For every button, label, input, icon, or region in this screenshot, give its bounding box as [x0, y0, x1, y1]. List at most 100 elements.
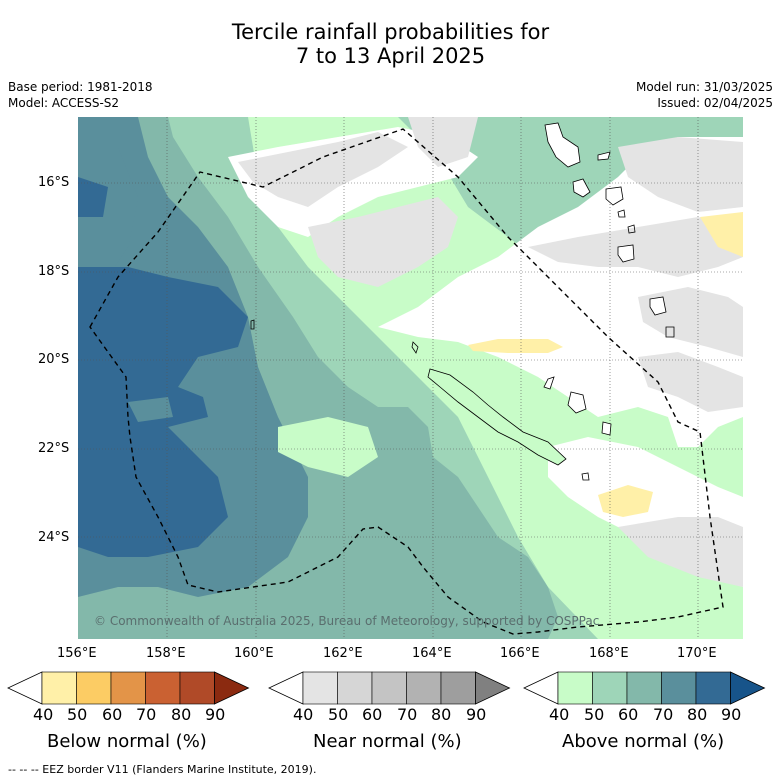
cb-above-tick-70: 70	[653, 705, 674, 724]
copyright-notice: © Commonwealth of Australia 2025, Bureau…	[94, 614, 600, 628]
cb-below-tick-50: 50	[67, 705, 88, 724]
vanuatu-ambae	[597, 151, 611, 161]
below-normal-patch-south	[598, 485, 653, 517]
cb-below-tick-70: 70	[136, 705, 157, 724]
cb-near-tick-90: 90	[466, 705, 487, 724]
title-line-2: 7 to 13 April 2025	[295, 44, 486, 68]
lon-label-166e: 166°E	[500, 646, 540, 661]
colorbar-segment	[76, 671, 112, 705]
model-run: Model run: 31/03/2025	[635, 80, 773, 94]
rainfall-map	[78, 117, 743, 639]
below-normal-patch-center	[468, 339, 563, 353]
title-line-1: Tercile rainfall probabilities for	[231, 20, 550, 44]
colorbar-segment	[440, 671, 476, 705]
map-gridlines	[78, 117, 743, 639]
cb-near-tick-70: 70	[397, 705, 418, 724]
lat-label-18s: 18°S	[38, 264, 70, 279]
lat-label-20s: 20°S	[38, 352, 70, 367]
cb-near-tick-80: 80	[431, 705, 452, 724]
cb-near-tick-60: 60	[362, 705, 383, 724]
loyalty-island-1	[543, 376, 555, 390]
issued-date: Issued: 02/04/2025	[657, 96, 773, 110]
colorbar-legends	[7, 671, 766, 705]
above-60-inner-west	[78, 127, 138, 287]
near-normal-patch-east	[528, 217, 743, 277]
near-normal-patch-center	[308, 197, 458, 287]
below-normal-patch-east	[700, 212, 743, 257]
near-normal-patch-mid-east	[638, 352, 743, 412]
base-period: Base period: 1981-2018	[8, 80, 153, 94]
new-caledonia-outline	[427, 368, 567, 466]
near-normal-patch-north	[238, 132, 408, 207]
lon-label-168e: 168°E	[589, 646, 629, 661]
colorbar-below-normal	[7, 671, 250, 705]
vanuatu-small-2	[627, 224, 636, 234]
lat-label-24s: 24°S	[38, 530, 70, 545]
lon-label-160e: 160°E	[234, 646, 274, 661]
colorbar-lower-extend	[268, 671, 304, 705]
belep-islands	[411, 341, 419, 354]
colorbar-segment	[337, 671, 373, 705]
lat-label-22s: 22°S	[38, 441, 70, 456]
colorbar-segment	[592, 671, 628, 705]
colorbar-segment	[406, 671, 442, 705]
cb-above-title: Above normal (%)	[562, 731, 725, 752]
colorbar-segment	[110, 671, 146, 705]
vanuatu-small-1	[617, 209, 626, 218]
colorbar-segment	[179, 671, 215, 705]
lon-label-164e: 164°E	[412, 646, 452, 661]
near-normal-patch-northeast	[618, 137, 743, 212]
near-normal-patch-se	[618, 517, 743, 587]
lon-label-162e: 162°E	[323, 646, 363, 661]
cb-near-tick-50: 50	[328, 705, 349, 724]
above-80-patch-top	[78, 177, 108, 217]
colorbar-near-normal	[268, 671, 511, 705]
cb-below-tick-60: 60	[102, 705, 123, 724]
isle-of-pines	[581, 472, 590, 481]
above-50-patch-mid	[278, 417, 378, 477]
colorbar-segment	[145, 671, 181, 705]
vanuatu-efate	[617, 244, 635, 263]
cb-near-title: Near normal (%)	[313, 731, 462, 752]
lat-label-16s: 16°S	[38, 175, 70, 190]
colorbar-upper-extend	[475, 671, 511, 705]
cb-below-tick-90: 90	[205, 705, 226, 724]
cb-above-tick-80: 80	[687, 705, 708, 724]
colorbar-above-normal	[523, 671, 766, 705]
eez-footer-note: -- -- -- EEZ border V11 (Flanders Marine…	[8, 763, 317, 776]
cb-below-tick-80: 80	[171, 705, 192, 724]
colorbar-lower-extend	[7, 671, 43, 705]
vanuatu-erromango	[649, 296, 667, 316]
cb-above-tick-50: 50	[584, 705, 605, 724]
vanuatu-espiritu-santo	[544, 122, 581, 168]
eez-border	[89, 128, 724, 635]
chesterfield-islands	[250, 319, 255, 330]
colorbar-segment	[626, 671, 662, 705]
colorbar-segment	[695, 671, 731, 705]
colorbar-segment	[557, 671, 593, 705]
cb-near-tick-40: 40	[293, 705, 314, 724]
lon-label-156e: 156°E	[57, 646, 97, 661]
colorbar-upper-extend	[214, 671, 250, 705]
colorbar-upper-extend	[730, 671, 766, 705]
lon-label-158e: 158°E	[146, 646, 186, 661]
above-60-pocket	[128, 397, 173, 422]
cb-below-title: Below normal (%)	[47, 731, 207, 752]
colorbar-segment	[371, 671, 407, 705]
cb-above-tick-90: 90	[721, 705, 742, 724]
cb-above-tick-40: 40	[549, 705, 570, 724]
vanuatu-tanna	[665, 326, 675, 338]
loyalty-island-3	[601, 421, 612, 436]
colorbar-segment	[661, 671, 697, 705]
near-normal-patch-top	[408, 117, 478, 167]
loyalty-island-2	[567, 391, 587, 414]
cb-above-tick-60: 60	[618, 705, 639, 724]
vanuatu-malakula	[572, 178, 591, 198]
colorbar-lower-extend	[523, 671, 559, 705]
colorbar-segment	[41, 671, 77, 705]
vanuatu-pentecost	[605, 186, 624, 206]
lon-label-170e: 170°E	[677, 646, 717, 661]
colorbar-segment	[302, 671, 338, 705]
cb-below-tick-40: 40	[33, 705, 54, 724]
model-name: Model: ACCESS-S2	[8, 96, 120, 110]
